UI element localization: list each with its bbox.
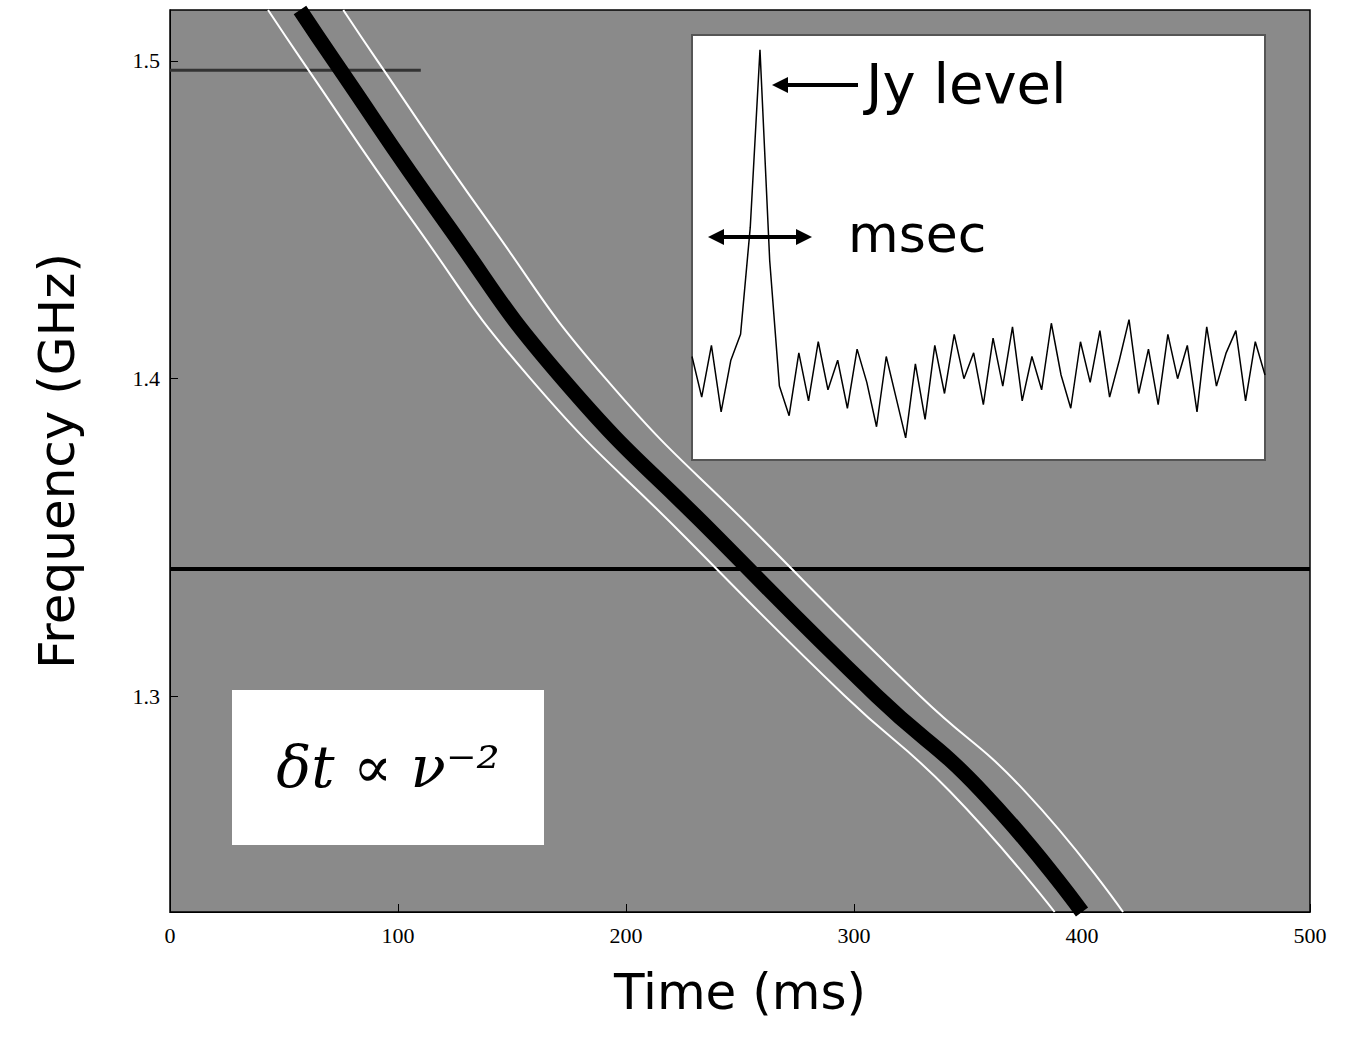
svg-text:500: 500	[1294, 923, 1327, 948]
svg-text:100: 100	[382, 923, 415, 948]
svg-text:1.3: 1.3	[133, 684, 161, 709]
svg-text:Time (ms): Time (ms)	[613, 963, 866, 1021]
svg-text:400: 400	[1066, 923, 1099, 948]
svg-text:1.5: 1.5	[133, 48, 161, 73]
svg-text:1.4: 1.4	[133, 366, 161, 391]
svg-text:Frequency (GHz): Frequency (GHz)	[28, 253, 86, 669]
svg-text:0: 0	[165, 923, 176, 948]
svg-text:msec: msec	[848, 204, 986, 264]
svg-text:δt ∝ ν⁻²: δt ∝ ν⁻²	[276, 733, 499, 801]
svg-text:200: 200	[610, 923, 643, 948]
svg-text:300: 300	[838, 923, 871, 948]
svg-text:Jy level: Jy level	[863, 51, 1067, 116]
